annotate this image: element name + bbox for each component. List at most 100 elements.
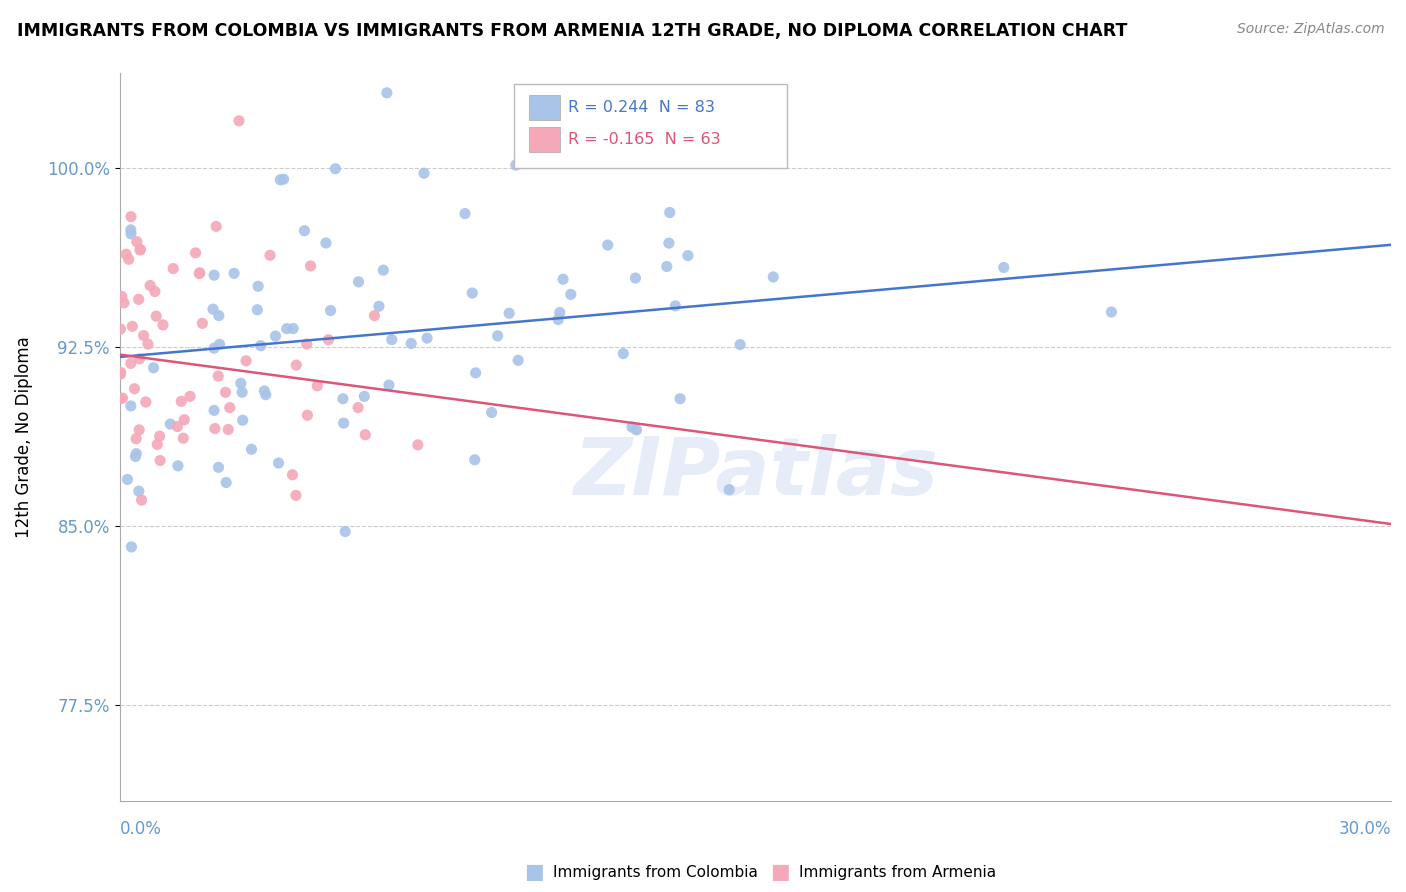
Text: Immigrants from Colombia: Immigrants from Colombia [553, 865, 758, 880]
Point [505, 158, 527, 172]
Point [413, 166, 436, 180]
Text: ZIPatlas: ZIPatlas [572, 434, 938, 512]
Point [551, 272, 574, 286]
Point [416, 331, 439, 345]
Point [149, 453, 172, 467]
Point [188, 267, 211, 281]
Point [762, 269, 785, 284]
Point [595, 120, 617, 134]
Point [124, 450, 146, 464]
Point [128, 423, 150, 437]
Text: R = 0.244  N = 83: R = 0.244 N = 83 [568, 100, 716, 115]
Point [108, 392, 131, 406]
FancyBboxPatch shape [513, 84, 787, 168]
Point [208, 309, 231, 323]
Point [110, 322, 132, 336]
Text: R = -0.165  N = 63: R = -0.165 N = 63 [568, 132, 721, 146]
Point [253, 384, 276, 398]
Point [172, 431, 194, 445]
Text: ■: ■ [770, 863, 790, 882]
Point [669, 392, 692, 406]
Point [218, 401, 240, 415]
Point [294, 224, 316, 238]
Point [658, 236, 681, 251]
Point [318, 333, 340, 347]
Point [208, 337, 231, 351]
Point [658, 205, 681, 219]
Point [464, 452, 486, 467]
Point [111, 289, 134, 303]
Point [117, 472, 139, 486]
Text: 0.0%: 0.0% [120, 820, 162, 838]
Point [284, 488, 307, 502]
Point [143, 285, 166, 299]
Point [325, 161, 347, 176]
Point [191, 316, 214, 330]
Point [560, 287, 582, 301]
Point [285, 358, 308, 372]
Point [131, 493, 153, 508]
Point [207, 369, 229, 384]
Point [128, 351, 150, 366]
Point [406, 438, 429, 452]
Point [205, 219, 228, 234]
Point [120, 399, 142, 413]
Point [307, 379, 329, 393]
Point [217, 423, 239, 437]
Point [481, 405, 503, 419]
Point [315, 235, 337, 250]
Point [381, 333, 404, 347]
Point [120, 227, 142, 241]
Point [202, 403, 225, 417]
Text: 30.0%: 30.0% [1339, 820, 1391, 838]
Point [162, 261, 184, 276]
Point [222, 266, 245, 280]
Point [247, 279, 270, 293]
Point [281, 467, 304, 482]
Point [202, 341, 225, 355]
Point [368, 299, 391, 313]
Point [166, 419, 188, 434]
Point [120, 223, 142, 237]
Point [264, 329, 287, 343]
Point [276, 321, 298, 335]
Text: ■: ■ [524, 863, 544, 882]
Point [132, 328, 155, 343]
Point [655, 260, 678, 274]
Text: IMMIGRANTS FROM COLOMBIA VS IMMIGRANTS FROM ARMENIA 12TH GRADE, NO DIPLOMA CORRE: IMMIGRANTS FROM COLOMBIA VS IMMIGRANTS F… [17, 22, 1128, 40]
Point [297, 409, 319, 423]
Point [111, 391, 134, 405]
Point [202, 268, 225, 283]
Point [110, 366, 132, 380]
Point [110, 368, 132, 382]
Point [596, 238, 619, 252]
Point [347, 401, 370, 415]
Point [118, 252, 141, 267]
Point [120, 356, 142, 370]
Point [375, 86, 398, 100]
Point [283, 321, 305, 335]
Point [295, 337, 318, 351]
Point [202, 302, 225, 317]
Point [461, 286, 484, 301]
Point [624, 271, 647, 285]
Point [353, 389, 375, 403]
Y-axis label: 12th Grade, No Diploma: 12th Grade, No Diploma [15, 336, 32, 538]
Point [145, 309, 167, 323]
Point [363, 309, 385, 323]
Point [332, 392, 354, 406]
Point [249, 339, 271, 353]
Point [229, 376, 252, 391]
Point [486, 329, 509, 343]
Point [259, 248, 281, 262]
Point [125, 447, 148, 461]
Point [612, 346, 634, 360]
Point [167, 458, 190, 473]
Point [128, 293, 150, 307]
Point [135, 395, 157, 409]
Point [129, 243, 152, 257]
Point [498, 306, 520, 320]
Point [664, 299, 686, 313]
Point [179, 389, 201, 403]
Point [204, 421, 226, 435]
